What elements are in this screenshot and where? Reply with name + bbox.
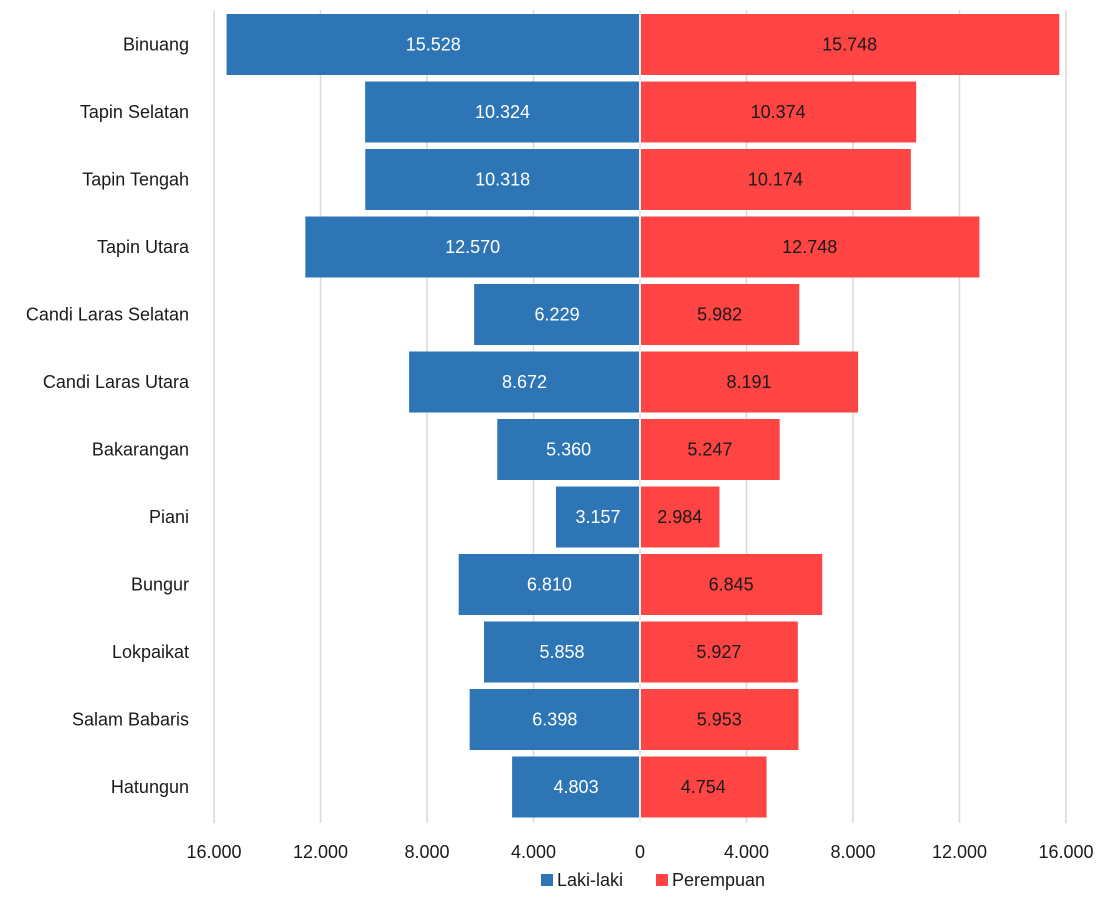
value-label-laki-laki: 6.810 (527, 575, 572, 595)
value-label-perempuan: 15.748 (822, 35, 877, 55)
value-label-perempuan: 12.748 (782, 237, 837, 257)
category-label: Tapin Selatan (80, 102, 189, 122)
value-label-laki-laki: 15.528 (406, 35, 461, 55)
category-label: Tapin Utara (97, 237, 190, 257)
value-label-laki-laki: 10.318 (475, 170, 530, 190)
x-tick-label: 16.000 (186, 842, 241, 862)
bars: 15.528 15.748 10.324 10.374 10.318 10.174 12.5… (227, 14, 1060, 818)
value-label-laki-laki: 4.803 (554, 777, 599, 797)
value-label-laki-laki: 5.360 (546, 440, 591, 460)
category-label: Salam Babaris (72, 710, 189, 730)
legend-item-laki-laki[interactable]: Laki-laki (541, 870, 623, 890)
category-label: Piani (149, 507, 189, 527)
legend-item-perempuan[interactable]: Perempuan (656, 870, 765, 890)
category-labels: Binuang Tapin Selatan Tapin Tengah Tapin Ut… (26, 35, 190, 798)
category-label: Bakarangan (92, 440, 189, 460)
legend[interactable]: Laki-laki Perempuan (541, 870, 765, 890)
legend-label: Perempuan (672, 870, 765, 890)
value-label-laki-laki: 6.398 (532, 710, 577, 730)
x-tick-label: 8.000 (404, 842, 449, 862)
value-label-laki-laki: 10.324 (475, 102, 530, 122)
value-label-perempuan: 8.191 (727, 372, 772, 392)
legend-swatch (541, 874, 553, 886)
legend-swatch (656, 874, 668, 886)
x-tick-label: 8.000 (830, 842, 875, 862)
value-label-perempuan: 4.754 (681, 777, 726, 797)
category-label: Tapin Tengah (82, 170, 189, 190)
x-tick-label: 0 (635, 842, 645, 862)
category-label: Candi Laras Utara (43, 372, 190, 392)
category-label: Binuang (123, 35, 189, 55)
value-label-perempuan: 10.374 (751, 102, 806, 122)
x-axis-ticks: 16.000 12.000 8.000 4.000 0 4.000 8.000 12.000 1… (186, 842, 1093, 862)
value-label-perempuan: 2.984 (657, 507, 702, 527)
value-label-perempuan: 5.247 (687, 440, 732, 460)
value-label-perempuan: 10.174 (748, 170, 803, 190)
value-label-laki-laki: 3.157 (575, 507, 620, 527)
category-label: Candi Laras Selatan (26, 305, 189, 325)
value-label-perempuan: 5.982 (697, 305, 742, 325)
value-label-perempuan: 5.953 (697, 710, 742, 730)
value-label-laki-laki: 12.570 (445, 237, 500, 257)
category-label: Hatungun (111, 777, 189, 797)
x-tick-label: 4.000 (511, 842, 556, 862)
x-tick-label: 12.000 (932, 842, 987, 862)
category-label: Lokpaikat (112, 642, 189, 662)
category-label: Bungur (131, 575, 189, 595)
legend-label: Laki-laki (557, 870, 623, 890)
x-tick-label: 4.000 (724, 842, 769, 862)
x-tick-label: 16.000 (1038, 842, 1093, 862)
value-label-perempuan: 5.927 (696, 642, 741, 662)
value-label-laki-laki: 5.858 (539, 642, 584, 662)
value-label-perempuan: 6.845 (709, 575, 754, 595)
x-tick-label: 12.000 (293, 842, 348, 862)
value-label-laki-laki: 6.229 (535, 305, 580, 325)
value-label-laki-laki: 8.672 (502, 372, 547, 392)
